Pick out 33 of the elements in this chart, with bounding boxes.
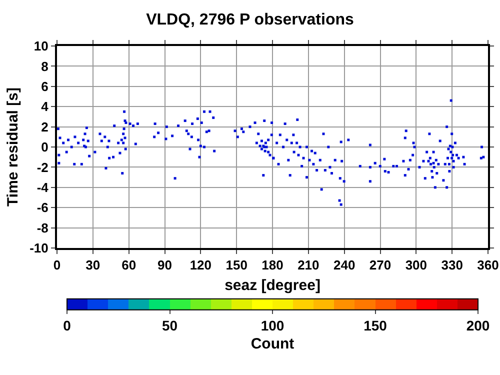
x-tick-label: 330: [441, 258, 463, 273]
y-axis-title: Time residual [s]: [4, 88, 22, 206]
color-bar-label: 100: [260, 318, 284, 334]
x-tick-label: 240: [333, 258, 356, 273]
color-bar-label: 150: [364, 318, 388, 334]
y-tick-label: 4: [41, 99, 50, 114]
y-tick-label: -4: [36, 180, 50, 195]
color-bar-title: Count: [250, 336, 294, 353]
x-tick-label: 270: [369, 258, 392, 273]
y-tick-label: 0: [41, 140, 48, 155]
x-tick-label: 150: [226, 258, 248, 273]
y-tick-label: -6: [36, 200, 48, 216]
y-tick-label: 10: [34, 38, 48, 54]
x-tick-label: 60: [122, 258, 136, 273]
x-tick-label: 0: [53, 258, 61, 273]
y-tick-label: 2: [41, 119, 48, 134]
x-tick-label: 210: [298, 258, 320, 273]
color-bar-label: 200: [466, 318, 490, 334]
x-tick-label: 180: [262, 258, 284, 273]
x-axis-title: seaz [degree]: [224, 277, 320, 294]
y-tick-label: -2: [36, 160, 48, 175]
x-tick-label: 360: [477, 258, 499, 273]
y-tick-label: -10: [30, 240, 48, 256]
y-tick-label: 8: [41, 58, 48, 74]
color-bar-label: 50: [162, 318, 178, 334]
y-tick-label: 6: [41, 78, 48, 94]
x-tick-label: 300: [405, 258, 428, 273]
x-tick-label: 90: [158, 258, 172, 273]
color-bar-label: 0: [63, 318, 72, 334]
x-tick-label: 120: [190, 258, 212, 273]
chart-title: VLDQ, 2796 P observations: [146, 11, 354, 28]
y-tick-label: -8: [36, 220, 48, 236]
x-tick-label: 30: [86, 258, 100, 273]
